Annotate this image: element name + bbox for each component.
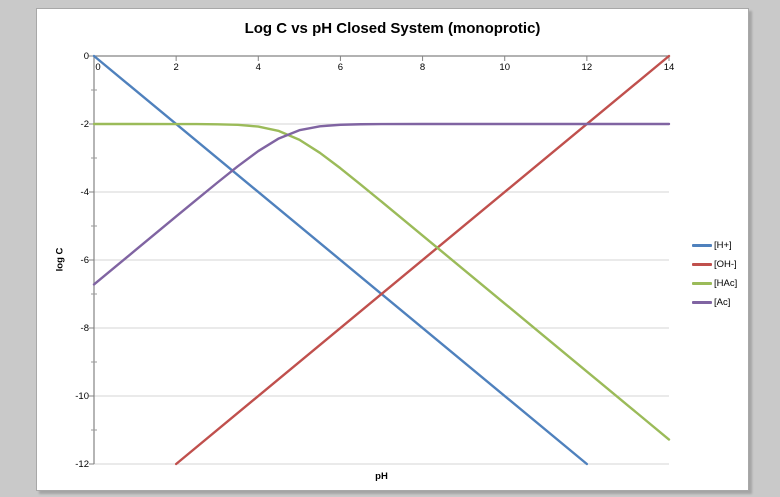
legend-item: [OH-] (692, 255, 737, 274)
legend-label: [OH-] (714, 259, 737, 270)
x-tick-label: 14 (663, 62, 675, 73)
series-line-hac (92, 122, 671, 441)
x-axis-title: pH (375, 471, 388, 482)
chart-canvas[interactable]: Log C vs pH Closed System (monoprotic) 0… (36, 8, 749, 491)
legend-swatch (692, 301, 712, 304)
y-tick-label: -12 (75, 459, 89, 470)
y-tick-label: -4 (80, 187, 89, 198)
y-tick-label: -8 (80, 323, 89, 334)
legend-label: [Ac] (714, 297, 731, 308)
y-tick-label: -6 (80, 255, 89, 266)
y-tick-label: 0 (83, 51, 89, 62)
x-tick-label: 6 (337, 62, 344, 73)
legend-item: [HAc] (692, 274, 737, 293)
legend-label: [HAc] (714, 278, 738, 289)
legend-swatch (692, 244, 712, 247)
x-tick-label: 8 (419, 62, 426, 73)
legend-swatch (692, 263, 712, 266)
legend: [H+] [OH-] [HAc] [Ac] (692, 236, 737, 312)
legend-item: [H+] (692, 236, 737, 255)
y-axis-title: log C (54, 247, 66, 272)
series-line-ac (92, 122, 671, 286)
x-tick-label: 4 (255, 62, 261, 73)
plot-area (89, 54, 671, 466)
x-tick-label: 10 (499, 62, 510, 73)
chart-title: Log C vs pH Closed System (monoprotic) (244, 20, 541, 37)
x-tick-label: 2 (173, 62, 179, 73)
y-tick-label: -2 (80, 119, 89, 130)
legend-swatch (692, 282, 712, 285)
x-tick-label: 12 (581, 62, 593, 73)
y-tick-label: -10 (75, 391, 89, 402)
legend-item: [Ac] (692, 293, 737, 312)
x-tick-label: 0 (95, 62, 101, 73)
legend-label: [H+] (714, 240, 732, 251)
